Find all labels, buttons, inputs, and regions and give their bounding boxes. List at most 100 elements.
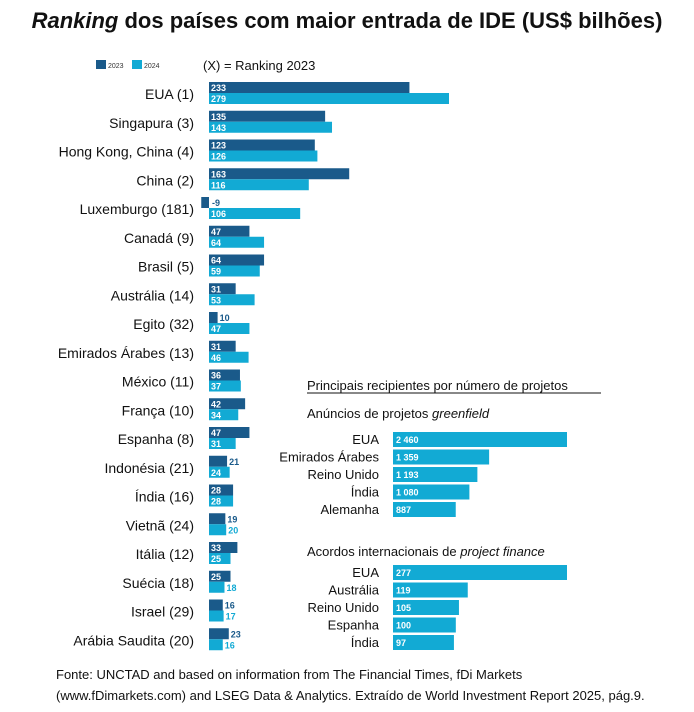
category-label: EUA (1) — [145, 86, 194, 102]
category-label: Suécia (18) — [122, 575, 194, 591]
bar-2023 — [209, 599, 223, 611]
bar-2023 — [209, 427, 250, 438]
value-label-2024: 47 — [211, 324, 221, 334]
value-label-2024: 106 — [211, 209, 226, 219]
greenfield-value-label: 887 — [396, 505, 411, 515]
source-line-1: Fonte: UNCTAD and based on information f… — [56, 667, 523, 682]
value-label-2024: 279 — [211, 94, 226, 104]
bar-2024 — [209, 581, 225, 593]
value-label-2024: 24 — [211, 468, 221, 478]
bar-2023 — [209, 369, 240, 381]
bar-2023 — [209, 168, 350, 180]
bar-2024 — [209, 93, 449, 104]
greenfield-bar — [393, 449, 490, 465]
bar-2024 — [209, 150, 318, 162]
project-finance-panel-title-italic: project finance — [459, 544, 545, 559]
chart-title-rest: dos países com maior entrada de IDE (US$… — [118, 8, 663, 33]
value-label-2024: 143 — [211, 123, 226, 133]
value-label-2023: 16 — [225, 601, 235, 611]
category-label: França (10) — [122, 402, 194, 418]
greenfield-bar — [393, 484, 470, 500]
value-label-2023: 42 — [211, 399, 221, 409]
legend-swatch-2024 — [132, 60, 142, 69]
value-label-2024: 59 — [211, 267, 221, 277]
bar-2024 — [209, 524, 227, 536]
bar-2024 — [209, 466, 230, 478]
greenfield-bar — [393, 502, 456, 517]
project-finance-value-label: 277 — [396, 568, 411, 578]
value-label-2024: 17 — [226, 612, 236, 622]
greenfield-category-label: Reino Unido — [307, 467, 379, 482]
bar-2024 — [209, 351, 249, 363]
value-label-2023: 33 — [211, 543, 221, 553]
bar-2023 — [209, 139, 315, 151]
project-finance-value-label: 105 — [396, 603, 411, 613]
bar-2023 — [209, 312, 218, 323]
value-label-2023: -9 — [212, 198, 220, 208]
category-label: México (11) — [122, 374, 194, 390]
category-label: Vietnã (24) — [126, 517, 194, 533]
category-label: Brasil (5) — [138, 259, 194, 275]
value-label-2023: 31 — [211, 284, 221, 294]
value-label-2024: 116 — [211, 180, 226, 190]
greenfield-category-label: EUA — [352, 432, 379, 447]
bar-2023 — [209, 484, 234, 496]
value-label-2023: 123 — [211, 141, 226, 151]
greenfield-category-label: Emirados Árabes — [279, 450, 379, 465]
value-label-2024: 64 — [211, 238, 221, 248]
category-label: Hong Kong, China (4) — [59, 144, 194, 160]
category-label: Singapura (3) — [109, 115, 194, 131]
project-finance-value-label: 97 — [396, 638, 406, 648]
bar-2023 — [209, 398, 246, 410]
greenfield-category-label: Índia — [351, 485, 380, 500]
value-label-2024: 34 — [211, 410, 221, 420]
category-label: China (2) — [136, 172, 194, 188]
project-finance-bar — [393, 635, 454, 650]
bar-2023 — [209, 628, 229, 640]
legend-note: (X) = Ranking 2023 — [203, 58, 315, 73]
value-label-2023: 233 — [211, 83, 226, 93]
value-label-2024: 53 — [211, 295, 221, 305]
bar-2024 — [209, 495, 234, 507]
value-label-2023: 64 — [211, 256, 221, 266]
project-finance-category-label: Reino Unido — [307, 600, 379, 615]
greenfield-bar — [393, 432, 567, 447]
value-label-2023: 23 — [231, 629, 241, 639]
bar-2024 — [209, 323, 250, 334]
bar-2024 — [209, 409, 239, 421]
greenfield-value-label: 1 080 — [396, 488, 419, 498]
bar-2023 — [209, 225, 250, 237]
bar-2024 — [209, 121, 333, 133]
greenfield-bar — [393, 467, 478, 482]
bar-2024 — [209, 236, 265, 248]
bar-2023 — [201, 197, 209, 208]
value-label-2024: 37 — [211, 382, 221, 392]
value-label-2023: 47 — [211, 428, 221, 438]
value-label-2024: 16 — [225, 640, 235, 650]
value-label-2023: 31 — [211, 342, 221, 352]
bar-2023 — [209, 513, 226, 525]
project-finance-bar — [393, 582, 468, 598]
value-label-2024: 46 — [211, 353, 221, 363]
greenfield-panel-title-italic: greenfield — [432, 406, 490, 421]
value-label-2024: 20 — [228, 525, 238, 535]
project-finance-bar — [393, 600, 459, 615]
greenfield-value-label: 1 193 — [396, 470, 419, 480]
category-label: Canadá (9) — [124, 230, 194, 246]
value-label-2024: 126 — [211, 152, 226, 162]
value-label-2024: 25 — [211, 554, 221, 564]
value-label-2023: 135 — [211, 112, 226, 122]
category-label: Austrália (14) — [111, 287, 194, 303]
value-label-2023: 163 — [211, 169, 226, 179]
value-label-2023: 19 — [227, 514, 237, 524]
category-label: Israel (29) — [131, 604, 194, 620]
project-finance-category-label: EUA — [352, 565, 379, 580]
bar-2023 — [209, 570, 231, 582]
bar-2023 — [209, 340, 236, 352]
value-label-2023: 47 — [211, 227, 221, 237]
value-label-2023: 25 — [211, 572, 221, 582]
greenfield-panel-title: Anúncios de projetos greenfield — [307, 406, 490, 421]
category-label: Espanha (8) — [118, 431, 194, 447]
source-line-2: (www.fDimarkets.com) and LSEG Data & Ana… — [56, 688, 645, 703]
project-finance-value-label: 100 — [396, 621, 411, 631]
